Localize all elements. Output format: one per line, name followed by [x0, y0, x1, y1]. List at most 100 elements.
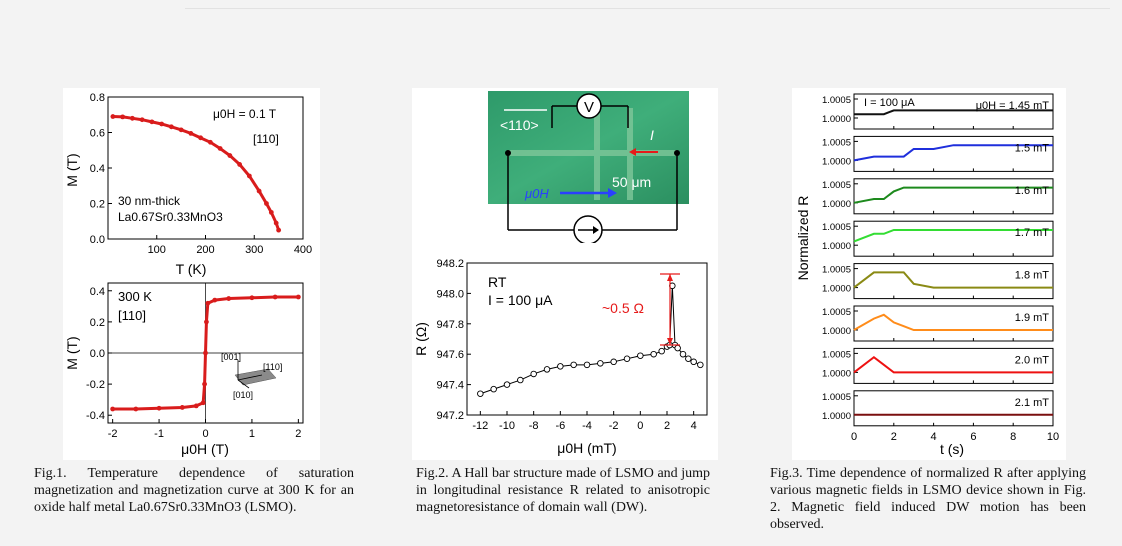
- fig3-field-label: 1.9 mT: [1015, 312, 1050, 324]
- fig1-bottom-point: [203, 350, 208, 356]
- fig2-xtick-label: -2: [609, 420, 619, 432]
- jump-label: ~0.5 Ω: [602, 300, 644, 316]
- fig1-bottom-xtick-label: 0: [202, 428, 208, 440]
- fig2-xtick-label: -12: [472, 420, 488, 432]
- fig3-series-line: [853, 229, 1053, 243]
- fig3-subpanel: 1.0005 1.0000 1.9 mT: [822, 305, 1054, 342]
- fig3-xtick-label: 6: [970, 431, 976, 443]
- fig1-top-point: [207, 139, 213, 145]
- fig3-chart: 1.0005 1.0000 μ0H = 1.45 mT 1.0005 1.0000 1.5…: [795, 93, 1059, 457]
- hall-bar-image: <110> V I 50 μm μ0H: [488, 91, 689, 243]
- fig2-xlabel: μ0H (mT): [557, 440, 616, 456]
- fig2-chart: -12 -10 -8 -6 -4 -2 0 2 4 948.2 948.0 947.8 947.6 947…: [413, 258, 708, 456]
- fig3-field-label: 1.8 mT: [1015, 270, 1050, 282]
- fig1-top-point: [217, 146, 223, 151]
- fig1-top-xtick-label: 100: [148, 244, 166, 256]
- fig3-ytick-bottom: 1.0000: [822, 368, 851, 379]
- jump-marker: [660, 273, 680, 346]
- fig1-top-ylabel: M (T): [64, 153, 80, 186]
- fig3-ytick-bottom: 1.0000: [822, 241, 851, 252]
- fig3-xtick-label: 8: [1010, 431, 1016, 443]
- fig3-series-line: [853, 271, 1053, 289]
- fig3-ytick-bottom: 1.0000: [822, 114, 851, 125]
- fig1-bottom-ytick-label: 0.4: [90, 286, 105, 298]
- fig2-panel: <110> V I 50 μm μ0H -12 -10 -8 -6 -4 -2 0 2 4 948…: [412, 88, 718, 460]
- fig1-bottom-point: [200, 400, 206, 406]
- fig1-bottom-ytick-label: 0.2: [90, 317, 105, 329]
- fig1-bottom-ytick-label: -0.4: [86, 410, 105, 422]
- fig3-field-label: 1.5 mT: [1015, 142, 1050, 154]
- fig1-top-point: [178, 127, 184, 133]
- fig3-ytick-top: 1.0005: [822, 95, 851, 106]
- fig1-bottom-ylabel: M (T): [64, 336, 80, 369]
- fig2-point: [490, 385, 497, 393]
- fig2-point: [674, 344, 681, 352]
- fig3-panel: 1.0005 1.0000 μ0H = 1.45 mT 1.0005 1.0000 1.5…: [792, 88, 1066, 460]
- fig1-top-point: [246, 173, 252, 179]
- fig1-film-formula: La0.67Sr0.33MnO3: [118, 210, 223, 224]
- fig3-series-line: [853, 355, 1053, 374]
- fig1-bottom-point: [193, 403, 199, 409]
- fig2-point: [517, 376, 524, 384]
- fig3-subpanel: 1.0005 1.0000 1.6 mT: [822, 178, 1054, 215]
- fig2-point: [597, 360, 604, 367]
- fig3-series-line: [853, 186, 1053, 204]
- fig2-point: [557, 363, 564, 370]
- fig3-xtick-label: 4: [931, 431, 937, 443]
- fig2-ytick-label: 947.4: [436, 380, 464, 392]
- fig2-ytick-label: 947.6: [436, 349, 464, 361]
- top-divider: [185, 8, 1110, 9]
- fig3-ytick-top: 1.0005: [822, 392, 851, 403]
- fig3-xtick-label: 0: [851, 431, 857, 443]
- fig1-bottom-point: [226, 296, 232, 301]
- fig2-point: [570, 361, 577, 369]
- fig1-top-point: [188, 130, 194, 136]
- fig1-panel: 100 200 300 400 0.8 0.6 0.4 0.2 0.0 μ0H = 0.1 T …: [63, 88, 320, 460]
- fig3-subpanel-frame: [853, 93, 1054, 130]
- fig1-top-ytick-label: 0.2: [90, 199, 105, 211]
- fig3-field-label: 2.0 mT: [1015, 354, 1050, 366]
- axis-label-001: [001]: [221, 352, 241, 362]
- fig1-top-xtick-label: 400: [294, 244, 312, 256]
- current-label: I: [650, 127, 654, 143]
- fig2-xtick-label: 4: [691, 420, 697, 432]
- fig1-top-xtick-label: 200: [196, 244, 214, 256]
- fig3-subpanel: 1.0005 1.0000 1.8 mT: [822, 263, 1054, 300]
- fig1-caption: Fig.1. Temperature dependence of saturat…: [34, 466, 354, 515]
- fig1-bottom-direction: [110]: [118, 308, 146, 323]
- fig1-top-point: [159, 121, 165, 127]
- fig2-xtick-label: 2: [664, 420, 670, 432]
- fig1-bottom-point: [212, 297, 218, 303]
- fig2-point: [503, 381, 511, 388]
- fig1-top-point: [268, 209, 274, 215]
- fig2-point: [623, 355, 631, 363]
- fig3-subpanel: 1.0005 1.0000 μ0H = 1.45 mT: [822, 93, 1054, 130]
- fig1-bottom-point: [110, 406, 116, 412]
- fig1-top-ytick-label: 0.0: [90, 234, 105, 246]
- fig3-series-line: [854, 109, 1053, 116]
- fig1-top-point: [227, 153, 233, 158]
- fig1-bottom-ytick-label: 0.0: [90, 348, 105, 360]
- fig1-bottom-xlabel: μ0H (T): [181, 441, 229, 457]
- fig1-top-point: [139, 117, 145, 123]
- fig1-top-point: [110, 114, 116, 119]
- fig1-top-point: [276, 227, 282, 233]
- fig3-subpanel-frame: [853, 220, 1054, 257]
- fig2-xtick-label: -4: [582, 420, 592, 432]
- fig3-subpanel: 1.0005 1.0000 2.0 mT: [822, 347, 1054, 384]
- fig2-point: [583, 361, 591, 369]
- fig2-xtick-label: -6: [555, 420, 565, 432]
- fig2-ytick-label: 947.8: [436, 319, 464, 331]
- fig3-field-label: μ0H = 1.45 mT: [976, 100, 1050, 112]
- fig3-ytick-bottom: 1.0000: [822, 411, 851, 422]
- fig3-ytick-top: 1.0005: [822, 222, 851, 233]
- fig3-subpanel: 1.0005 1.0000 2.1 mT: [822, 390, 1054, 427]
- fig3-subpanel: 1.0005 1.0000 1.5 mT: [822, 135, 1054, 172]
- fig1-bottom-point: [179, 405, 185, 410]
- fig3-series-line: [853, 313, 1053, 331]
- fig3-subpanel-frame: [853, 135, 1054, 172]
- fig2-point: [530, 370, 537, 378]
- fig2-point: [658, 347, 665, 355]
- fig3-subpanel-frame: [853, 178, 1054, 215]
